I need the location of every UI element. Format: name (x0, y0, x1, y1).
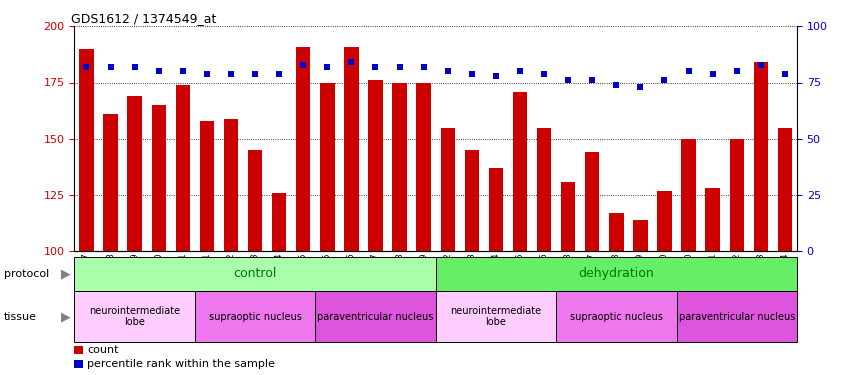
Bar (441, 128, 455, 251)
Point (778, 70, 792, 76)
Text: percentile rank within the sample: percentile rank within the sample (87, 359, 275, 369)
Point (730, 68, 744, 74)
Point (321, 64, 334, 70)
Point (369, 64, 382, 70)
Point (634, 84, 647, 90)
Bar (176, 85, 190, 251)
Point (104, 64, 118, 70)
Bar (344, 46, 359, 251)
Bar (657, 190, 672, 251)
Bar (393, 82, 407, 251)
Point (201, 70, 214, 76)
Point (562, 77, 575, 83)
Point (657, 77, 671, 83)
Text: paraventricular nucleus: paraventricular nucleus (678, 312, 795, 322)
Bar (320, 82, 334, 251)
Bar (513, 92, 527, 251)
Bar (103, 114, 118, 251)
Point (609, 82, 623, 88)
Point (176, 68, 190, 74)
Bar (74, 257, 436, 291)
Point (417, 64, 431, 70)
Text: dehydration: dehydration (579, 267, 654, 280)
Text: ▶: ▶ (61, 267, 70, 280)
Bar (80, 49, 94, 251)
Bar (436, 291, 556, 342)
Bar (195, 291, 316, 342)
Text: ▶: ▶ (61, 310, 70, 323)
Text: protocol: protocol (4, 269, 49, 279)
Text: neurointermediate
lobe: neurointermediate lobe (450, 306, 541, 327)
Text: paraventricular nucleus: paraventricular nucleus (317, 312, 434, 322)
Bar (556, 291, 677, 342)
Bar (128, 96, 142, 251)
Point (344, 59, 358, 65)
Point (537, 70, 551, 76)
Bar (561, 182, 575, 251)
Point (393, 64, 406, 70)
Point (296, 62, 310, 68)
Text: supraoptic nucleus: supraoptic nucleus (209, 312, 301, 322)
Bar (585, 152, 600, 251)
Bar (74, 346, 84, 354)
Text: GDS1612 / 1374549_at: GDS1612 / 1374549_at (71, 12, 217, 25)
Bar (677, 291, 797, 342)
Bar (151, 105, 166, 251)
Point (706, 70, 719, 76)
Point (489, 73, 503, 79)
Bar (200, 121, 214, 251)
Bar (272, 193, 287, 251)
Bar (609, 213, 624, 251)
Bar (248, 150, 262, 251)
Point (754, 62, 767, 68)
Bar (368, 80, 382, 251)
Bar (681, 139, 695, 251)
Bar (754, 62, 768, 251)
Bar (706, 188, 720, 251)
Text: tissue: tissue (4, 312, 37, 322)
Point (128, 64, 141, 70)
Bar (316, 291, 436, 342)
Text: control: control (233, 267, 277, 280)
Bar (416, 82, 431, 251)
Point (465, 70, 479, 76)
Text: neurointermediate
lobe: neurointermediate lobe (89, 306, 180, 327)
Bar (729, 139, 744, 251)
Point (224, 70, 238, 76)
Bar (633, 220, 648, 251)
Point (585, 77, 599, 83)
Bar (74, 291, 195, 342)
Text: count: count (87, 345, 118, 355)
Bar (537, 128, 552, 251)
Bar (296, 46, 310, 251)
Bar (436, 257, 797, 291)
Bar (489, 168, 503, 251)
Bar (777, 128, 792, 251)
Point (272, 70, 286, 76)
Bar (223, 118, 239, 251)
Text: supraoptic nucleus: supraoptic nucleus (570, 312, 662, 322)
Point (80, 64, 93, 70)
Bar (464, 150, 479, 251)
Point (248, 70, 261, 76)
Bar (74, 360, 84, 368)
Point (152, 68, 166, 74)
Point (514, 68, 527, 74)
Point (682, 68, 695, 74)
Point (441, 68, 454, 74)
